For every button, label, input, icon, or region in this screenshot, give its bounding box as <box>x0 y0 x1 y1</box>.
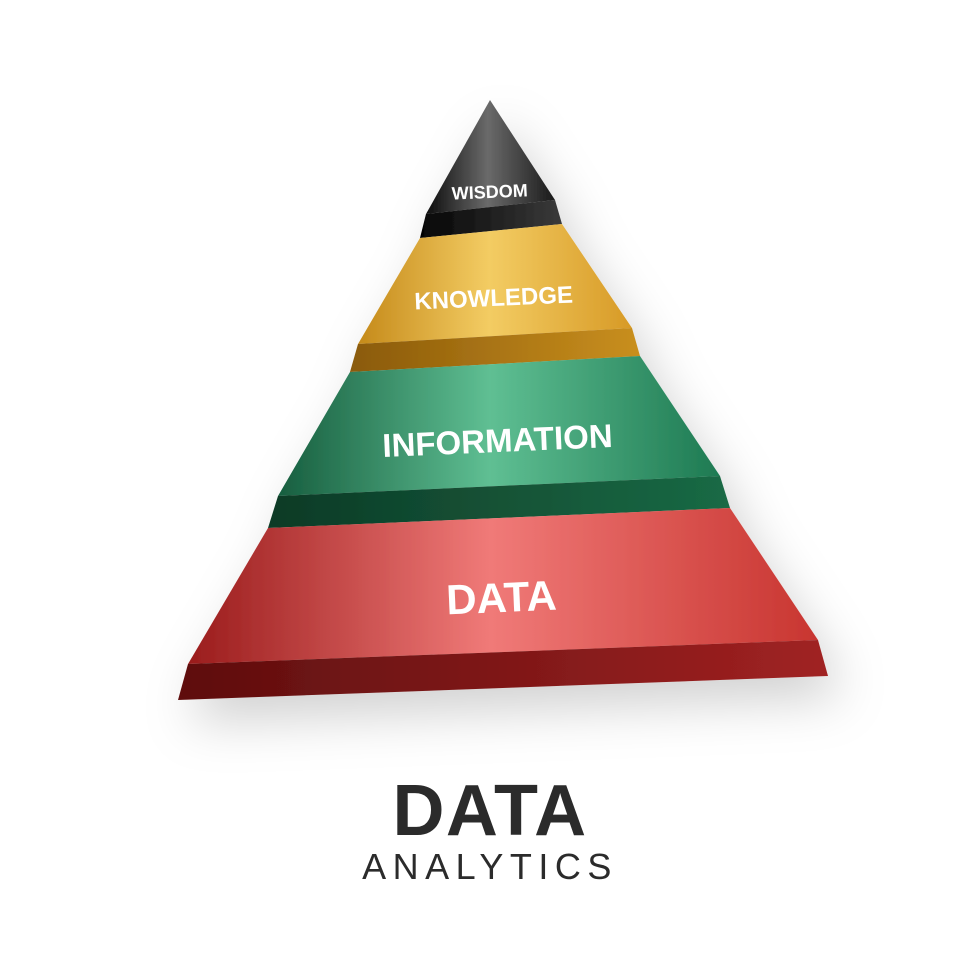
title-main: DATA <box>0 770 980 852</box>
title-sub: ANALYTICS <box>0 846 980 888</box>
layer-data-label: DATA <box>445 572 557 624</box>
title-block: DATA ANALYTICS <box>0 770 980 888</box>
layer-wisdom-label: WISDOM <box>451 180 528 203</box>
